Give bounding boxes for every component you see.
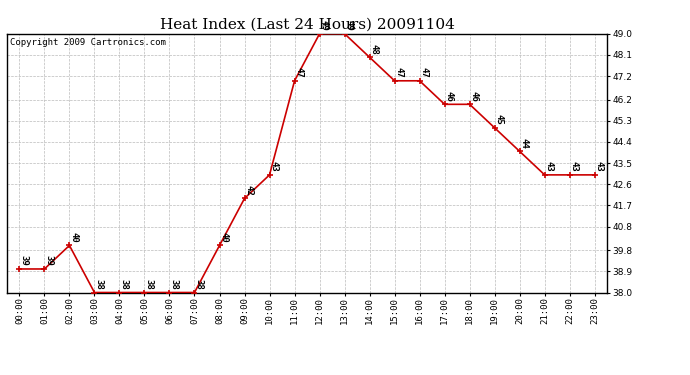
Text: 43: 43 (569, 161, 578, 172)
Text: 49: 49 (344, 20, 353, 31)
Text: 38: 38 (144, 279, 153, 290)
Text: 47: 47 (420, 67, 428, 78)
Text: 45: 45 (494, 114, 503, 125)
Text: 43: 43 (594, 161, 603, 172)
Text: Copyright 2009 Cartronics.com: Copyright 2009 Cartronics.com (10, 38, 166, 46)
Text: 40: 40 (219, 232, 228, 243)
Text: 38: 38 (169, 279, 178, 290)
Text: 47: 47 (394, 67, 403, 78)
Text: 38: 38 (119, 279, 128, 290)
Text: 38: 38 (194, 279, 203, 290)
Text: 39: 39 (44, 255, 53, 266)
Text: 46: 46 (444, 91, 453, 102)
Text: 46: 46 (469, 91, 478, 102)
Text: 43: 43 (269, 161, 278, 172)
Text: 49: 49 (319, 20, 328, 31)
Text: 40: 40 (69, 232, 78, 243)
Text: 44: 44 (520, 138, 529, 148)
Text: 43: 43 (544, 161, 553, 172)
Text: 48: 48 (369, 44, 378, 54)
Text: 38: 38 (94, 279, 103, 290)
Text: 39: 39 (19, 255, 28, 266)
Text: 42: 42 (244, 185, 253, 196)
Text: 47: 47 (294, 67, 303, 78)
Title: Heat Index (Last 24 Hours) 20091104: Heat Index (Last 24 Hours) 20091104 (159, 17, 455, 31)
